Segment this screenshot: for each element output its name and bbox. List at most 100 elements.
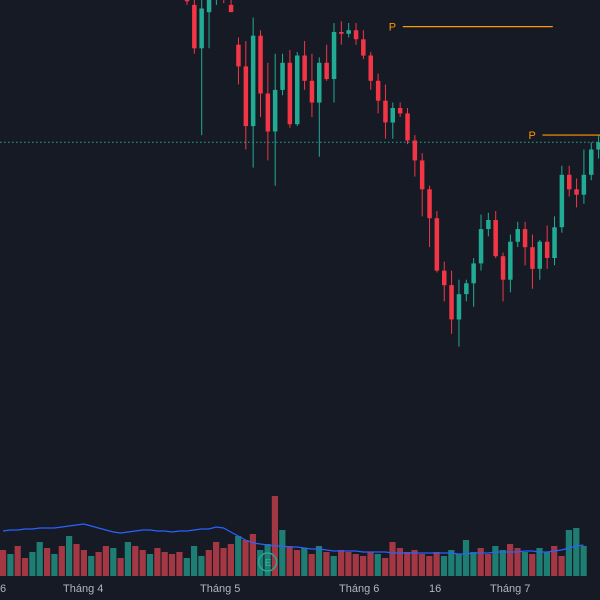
candle-body — [228, 4, 234, 13]
volume-bar — [0, 550, 7, 576]
candle — [192, 0, 197, 54]
candle — [544, 225, 550, 269]
candle — [419, 153, 425, 217]
candle — [471, 258, 476, 307]
candle-body — [434, 218, 440, 271]
candle-body — [250, 35, 256, 127]
volume-bar — [558, 556, 565, 576]
candle — [346, 23, 351, 38]
volume-bar — [565, 530, 572, 576]
candle-body — [486, 220, 491, 229]
candle-body — [397, 108, 403, 114]
volume-bar — [73, 544, 80, 576]
volume-bar — [264, 544, 271, 576]
volume-bar — [44, 548, 51, 576]
candle — [375, 73, 381, 114]
volume-bar — [146, 554, 154, 576]
volume-bar — [110, 548, 117, 576]
candle — [442, 261, 447, 302]
candle-body — [390, 108, 395, 123]
candle — [184, 0, 190, 5]
volume-bar — [279, 530, 286, 576]
candle — [339, 21, 344, 45]
candle-body — [471, 263, 476, 284]
volume-bar — [485, 554, 492, 576]
candle-body — [295, 55, 300, 125]
volume-bar — [102, 546, 109, 576]
volume-bar — [191, 546, 198, 576]
candle — [567, 165, 572, 197]
candle — [427, 185, 432, 248]
x-tick-label: Tháng 7 — [490, 583, 530, 595]
x-tick-label: 16 — [429, 583, 441, 595]
time-axis: 6 Tháng 4 Tháng 5 Tháng 6 16 Tháng 7 — [0, 583, 530, 595]
candle — [243, 41, 249, 150]
candle-body — [552, 227, 557, 258]
x-tick-label: Tháng 5 — [200, 583, 240, 595]
candle-body — [449, 285, 454, 320]
candle — [508, 234, 513, 293]
volume-bar — [477, 548, 484, 576]
candle-body — [243, 66, 249, 127]
volume-bar — [14, 546, 21, 576]
candle — [383, 84, 388, 139]
candle-body — [530, 247, 535, 269]
candle — [412, 135, 418, 177]
event-markers: E — [257, 552, 278, 572]
candle-body — [544, 241, 550, 258]
volume-bar — [271, 496, 278, 576]
x-tick-label: Tháng 6 — [339, 583, 379, 595]
volume-bar — [293, 550, 301, 576]
volume-bar — [242, 540, 249, 576]
candle — [530, 234, 535, 289]
candle-body — [574, 189, 579, 195]
volume-bar — [21, 558, 29, 576]
candle-body — [522, 229, 528, 248]
event-marker[interactable] — [257, 552, 278, 572]
candle-body — [287, 62, 293, 125]
candle-body — [272, 89, 278, 132]
candle — [265, 62, 271, 161]
candle-body — [581, 174, 587, 195]
volume-bar — [36, 542, 43, 576]
volume-bar — [132, 546, 139, 576]
volume-bar — [58, 546, 65, 576]
volume-bar — [374, 554, 381, 576]
volume-bar — [396, 548, 403, 576]
volume-bar — [183, 558, 190, 576]
volume-bar — [198, 556, 205, 576]
candle — [537, 239, 542, 280]
volume-bar — [514, 548, 521, 576]
volume-bar — [551, 546, 558, 576]
candle — [302, 41, 307, 90]
candle-body — [508, 241, 513, 280]
volume-bar — [507, 544, 514, 576]
volume-bar — [286, 546, 293, 576]
volume-bar — [227, 544, 234, 576]
candle-body — [567, 174, 572, 190]
candle — [589, 142, 594, 181]
candle-body — [236, 44, 241, 67]
candle-body — [493, 220, 498, 257]
pivot-marks: PP — [389, 22, 600, 142]
volume-bar — [66, 536, 73, 576]
candle — [368, 51, 373, 90]
candle — [397, 102, 403, 117]
candle-body — [339, 32, 344, 34]
x-tick-label: Tháng 4 — [63, 583, 103, 595]
volume-bar — [220, 548, 227, 576]
candle — [434, 211, 440, 273]
candle — [215, 0, 217, 5]
x-tick-label: 6 — [0, 583, 6, 595]
volume-bar — [117, 558, 124, 576]
candle — [324, 44, 329, 81]
volume-bar — [543, 552, 550, 576]
volume-bar — [360, 556, 367, 576]
candle — [272, 53, 278, 186]
volume-bar — [154, 548, 161, 576]
volume-bar — [418, 554, 425, 576]
volume-bar — [521, 552, 528, 576]
candle-body — [353, 30, 359, 40]
